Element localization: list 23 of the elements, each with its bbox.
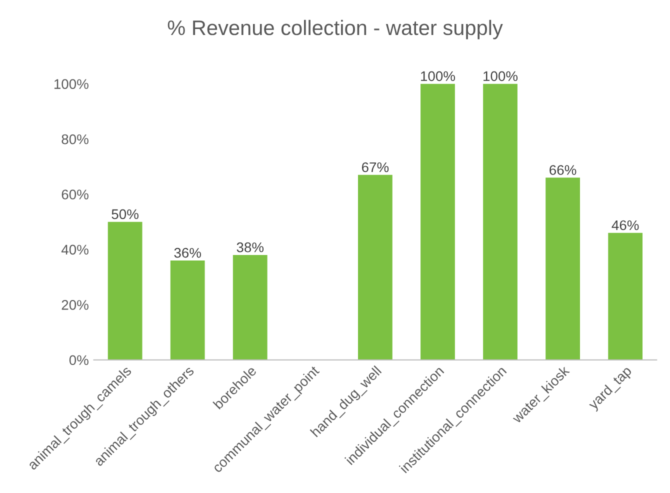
y-tick-label: 100% bbox=[54, 79, 88, 89]
data-label: 36% bbox=[174, 248, 202, 258]
bar bbox=[608, 232, 643, 360]
data-label: 100% bbox=[484, 71, 518, 82]
y-tick-label: 80% bbox=[62, 134, 88, 144]
bar bbox=[170, 260, 205, 360]
data-label: 67% bbox=[362, 162, 389, 172]
bar bbox=[483, 84, 518, 360]
y-tick-label: 20% bbox=[62, 300, 88, 310]
chart-title: % Revenue collection - water supply bbox=[168, 20, 503, 40]
bar bbox=[546, 178, 580, 360]
bar bbox=[232, 254, 268, 360]
bar bbox=[358, 174, 392, 360]
data-label: 46% bbox=[612, 220, 639, 230]
bar bbox=[108, 222, 142, 360]
y-tick-label: 0% bbox=[69, 355, 88, 366]
y-tick-label: 40% bbox=[61, 244, 88, 255]
bar bbox=[420, 84, 455, 360]
data-label: 66% bbox=[550, 165, 576, 175]
data-label: 100% bbox=[421, 71, 455, 82]
data-label: 50% bbox=[112, 209, 138, 220]
data-label: 38% bbox=[236, 242, 264, 252]
y-tick-label: 60% bbox=[62, 190, 88, 200]
